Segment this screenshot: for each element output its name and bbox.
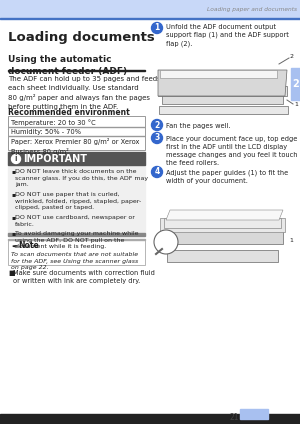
Circle shape — [152, 132, 163, 143]
Text: 2: 2 — [290, 55, 294, 59]
Circle shape — [154, 230, 178, 254]
Bar — [240, 409, 268, 419]
Text: Loading documents: Loading documents — [8, 31, 155, 45]
Text: DO NOT use cardboard, newspaper or
fabric.: DO NOT use cardboard, newspaper or fabri… — [15, 215, 135, 226]
Text: Adjust the paper guides (1) to fit the
width of your document.: Adjust the paper guides (1) to fit the w… — [166, 170, 288, 184]
Text: Loading paper and documents: Loading paper and documents — [207, 8, 297, 12]
Text: 3: 3 — [154, 134, 160, 142]
Text: Make sure documents with correction fluid
or written with ink are completely dry: Make sure documents with correction flui… — [13, 270, 155, 284]
Text: Temperature: 20 to 30 °C: Temperature: 20 to 30 °C — [11, 119, 96, 126]
Text: To scan documents that are not suitable
for the ADF, see Using the scanner glass: To scan documents that are not suitable … — [11, 252, 138, 270]
Text: 2: 2 — [292, 79, 299, 89]
Circle shape — [152, 167, 163, 178]
Circle shape — [152, 120, 163, 131]
Text: DO NOT leave thick documents on the
scanner glass. If you do this, the ADF may
j: DO NOT leave thick documents on the scan… — [15, 169, 148, 187]
Text: IMPORTANT: IMPORTANT — [23, 154, 87, 164]
Bar — [8, 126, 145, 127]
Bar — [162, 90, 283, 104]
Text: Place your document face up, top edge
first in the ADF until the LCD display
mes: Place your document face up, top edge fi… — [166, 136, 298, 166]
Circle shape — [11, 154, 20, 164]
Bar — [159, 106, 288, 114]
Text: Note: Note — [18, 242, 39, 251]
Text: Humidity: 50% - 70%: Humidity: 50% - 70% — [11, 129, 81, 135]
Text: 1: 1 — [289, 237, 293, 243]
Bar — [8, 116, 145, 150]
Text: Paper: Xerox Premier 80 g/m² or Xerox
Business 80 g/m²: Paper: Xerox Premier 80 g/m² or Xerox Bu… — [11, 138, 140, 155]
Text: Recommended environment: Recommended environment — [8, 108, 130, 117]
Text: Unfold the ADF document output
support flap (1) and the ADF support
flap (2).: Unfold the ADF document output support f… — [166, 24, 289, 47]
Bar — [8, 152, 145, 165]
Text: 2: 2 — [154, 120, 160, 129]
Text: 4: 4 — [154, 167, 160, 176]
Bar — [164, 218, 281, 228]
Text: 1: 1 — [294, 101, 298, 106]
Text: i: i — [15, 154, 17, 163]
Circle shape — [152, 22, 163, 33]
Text: ■: ■ — [8, 270, 15, 276]
Bar — [8, 165, 145, 233]
Bar — [0, 0, 300, 18]
Text: 21: 21 — [230, 413, 239, 421]
Text: ✒: ✒ — [11, 242, 18, 251]
Text: ▪: ▪ — [11, 169, 15, 174]
Bar — [8, 239, 145, 265]
Text: Fan the pages well.: Fan the pages well. — [166, 123, 230, 129]
Text: ▪: ▪ — [11, 192, 15, 197]
Text: The ADF can hold up to 35 pages and feeds
each sheet individually. Use standard
: The ADF can hold up to 35 pages and feed… — [8, 76, 161, 110]
Bar — [167, 250, 278, 262]
Bar — [160, 218, 285, 232]
Polygon shape — [158, 70, 287, 96]
Text: DO NOT use paper that is curled,
wrinkled, folded, ripped, stapled, paper-
clipp: DO NOT use paper that is curled, wrinkle… — [15, 192, 141, 210]
Bar — [291, 68, 300, 100]
Text: To avoid damaging your machine while
using the ADF, DO NOT pull on the
document : To avoid damaging your machine while usi… — [15, 231, 139, 249]
Bar — [8, 239, 145, 240]
Text: 1: 1 — [154, 23, 160, 33]
Bar — [0, 18, 300, 19]
Text: Using the automatic
document feeder (ADF): Using the automatic document feeder (ADF… — [8, 55, 127, 76]
Bar — [158, 86, 287, 96]
Bar — [0, 414, 300, 424]
Bar — [8, 233, 145, 236]
Bar — [162, 224, 283, 244]
Bar — [160, 70, 277, 78]
Bar — [8, 70, 145, 71]
Text: ▪: ▪ — [11, 231, 15, 236]
Polygon shape — [166, 210, 283, 220]
Text: ▪: ▪ — [11, 215, 15, 220]
